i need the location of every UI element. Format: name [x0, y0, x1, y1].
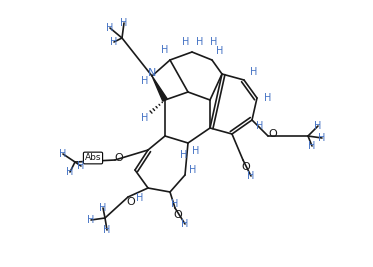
- Text: H: H: [250, 67, 258, 77]
- Text: H: H: [161, 45, 169, 55]
- Text: H: H: [189, 165, 197, 175]
- Text: Abs: Abs: [85, 154, 101, 163]
- Text: H: H: [59, 149, 67, 159]
- Text: H: H: [106, 23, 114, 33]
- Text: H: H: [110, 37, 118, 47]
- Text: H: H: [192, 146, 200, 156]
- Text: H: H: [210, 37, 218, 47]
- Text: O: O: [242, 162, 250, 172]
- Text: H: H: [171, 199, 179, 209]
- Text: H: H: [314, 121, 322, 131]
- Text: H: H: [181, 219, 189, 229]
- Text: H: H: [77, 161, 85, 171]
- Text: H: H: [256, 121, 264, 131]
- Text: H: H: [308, 141, 316, 151]
- Text: H: H: [66, 167, 74, 177]
- Text: H: H: [264, 93, 272, 103]
- Text: H: H: [141, 76, 149, 86]
- Text: H: H: [180, 150, 188, 160]
- Text: H: H: [120, 18, 128, 28]
- Text: O: O: [126, 197, 135, 207]
- Text: O: O: [115, 153, 123, 163]
- Text: H: H: [103, 225, 111, 235]
- Text: H: H: [87, 215, 95, 225]
- Text: H: H: [182, 37, 190, 47]
- Text: H: H: [318, 133, 326, 143]
- Text: O: O: [173, 210, 182, 220]
- Text: O: O: [269, 129, 278, 139]
- Text: H: H: [196, 37, 204, 47]
- Polygon shape: [152, 76, 167, 101]
- Text: H: H: [216, 46, 224, 56]
- Text: H: H: [141, 113, 149, 123]
- Text: H: H: [136, 193, 144, 203]
- Text: H: H: [99, 203, 107, 213]
- Text: N: N: [148, 68, 156, 78]
- Text: H: H: [247, 171, 255, 181]
